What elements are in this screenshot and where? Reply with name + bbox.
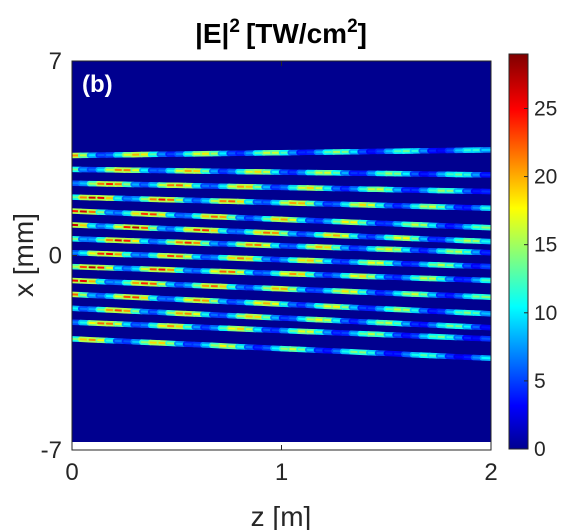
title-unit-close: ] (358, 18, 367, 49)
filament (72, 236, 491, 256)
colorbar (508, 53, 529, 450)
filament (72, 291, 491, 317)
title-main: |E| (195, 18, 229, 49)
chart-title: |E|2 [TW/cm2] (195, 16, 367, 49)
panel-label: (b) (82, 71, 113, 98)
colorbar-ticks: 0 5 10 15 20 25 (524, 97, 557, 461)
x-tick-label: 2 (484, 459, 497, 486)
filament (72, 263, 491, 284)
y-axis: -7 0 7 (41, 48, 77, 464)
filament-core (481, 312, 491, 315)
x-tick-label: 0 (65, 459, 78, 486)
y-tick-label: -7 (41, 437, 62, 464)
x-axis: 0 1 2 (65, 61, 498, 486)
x-tick-label: 1 (275, 459, 288, 486)
heatmap (72, 147, 491, 362)
filament (72, 249, 491, 270)
filament (72, 319, 491, 342)
filament (72, 336, 491, 362)
filament (72, 305, 491, 331)
colorbar-tick-label: 0 (534, 438, 546, 461)
filament (72, 277, 491, 300)
y-axis-label: x [mm] (8, 213, 39, 297)
filament (72, 194, 491, 212)
filament (72, 166, 491, 178)
filament (72, 208, 491, 231)
title-unit-exponent: 2 (347, 16, 358, 37)
x-axis-label: z [m] (251, 501, 312, 530)
filament (72, 147, 491, 159)
colorbar-tick-label: 15 (534, 234, 557, 257)
filament (72, 222, 491, 245)
title-exponent: 2 (229, 16, 240, 37)
y-tick-label: 0 (49, 243, 62, 270)
title-unit: [TW/cm (246, 18, 347, 49)
colorbar-tick-label: 10 (534, 302, 557, 325)
colorbar-tick-label: 25 (534, 97, 557, 120)
y-tick-label: 7 (49, 48, 62, 75)
colorbar-tick-label: 20 (534, 166, 557, 189)
colorbar-tick-label: 5 (534, 370, 546, 393)
filament (72, 180, 491, 195)
